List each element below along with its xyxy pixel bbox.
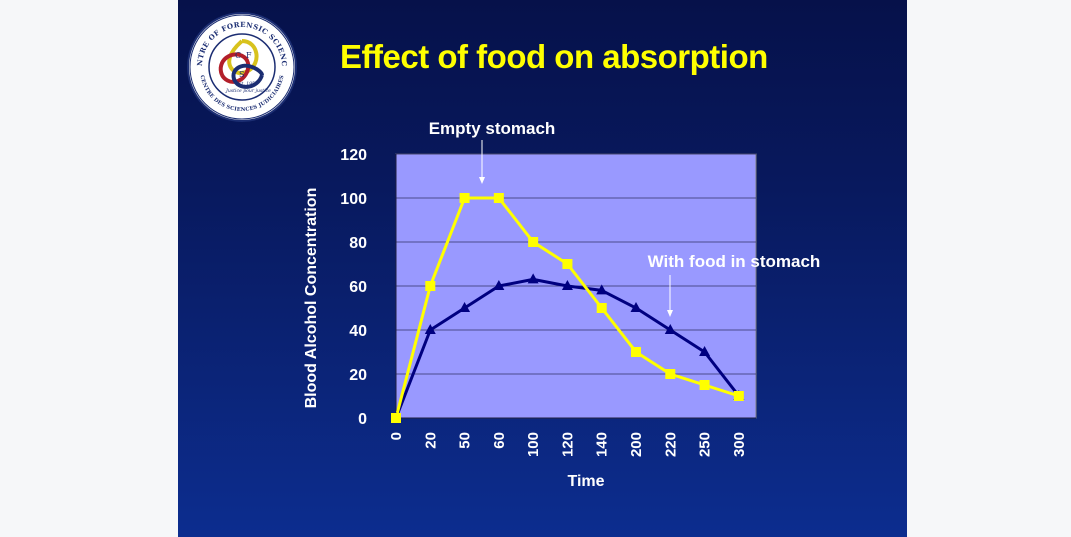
cfs-logo: CENTRE OF FORENSIC SCIENCES CENTRE DES S… bbox=[186, 11, 297, 122]
y-tick-label: 100 bbox=[340, 191, 367, 208]
y-tick-label: 60 bbox=[349, 279, 367, 296]
left-margin bbox=[0, 0, 178, 537]
y-tick-labels: 0 20 40 60 80 100 120 bbox=[340, 147, 367, 428]
point-empty-stomach bbox=[425, 281, 436, 291]
y-tick-label: 120 bbox=[340, 147, 367, 164]
point-with-food bbox=[699, 346, 711, 356]
point-empty-stomach bbox=[493, 193, 504, 203]
series-group bbox=[390, 193, 745, 423]
logo-est: Est. 1951 bbox=[235, 81, 258, 87]
arrow-head bbox=[479, 177, 485, 184]
annotation-with-food: With food in stomach bbox=[648, 252, 821, 271]
point-empty-stomach bbox=[391, 413, 401, 423]
logo-letter-s: S bbox=[239, 70, 244, 79]
point-empty-stomach bbox=[528, 237, 539, 247]
point-empty-stomach bbox=[562, 259, 573, 269]
point-empty-stomach bbox=[665, 369, 676, 379]
point-with-food bbox=[493, 280, 505, 290]
logo-letter-c: C bbox=[235, 51, 241, 60]
slide: CENTRE OF FORENSIC SCIENCES CENTRE DES S… bbox=[178, 0, 907, 537]
point-with-food bbox=[664, 324, 676, 334]
annotation-empty-arrow bbox=[479, 140, 485, 184]
y-tick-label: 20 bbox=[349, 367, 367, 384]
x-tick-label: 120 bbox=[559, 432, 576, 457]
point-empty-stomach bbox=[631, 347, 641, 357]
point-with-food bbox=[459, 302, 471, 312]
point-with-food bbox=[424, 324, 436, 334]
x-tick-label: 200 bbox=[628, 432, 645, 457]
point-with-food bbox=[527, 273, 539, 284]
axes bbox=[395, 154, 756, 419]
x-tick-label: 220 bbox=[662, 432, 679, 457]
y-tick-label: 0 bbox=[358, 411, 367, 428]
point-empty-stomach bbox=[596, 303, 607, 313]
x-tick-label: 0 bbox=[388, 432, 405, 440]
bac-chart: 0 20 40 60 80 100 120 0 20 50 60 100 120 140 200 220 25… bbox=[303, 119, 821, 490]
x-axis-label: Time bbox=[567, 473, 604, 490]
x-tick-labels: 0 20 50 60 100 120 140 200 220 250 300 bbox=[388, 432, 748, 457]
x-tick-label: 20 bbox=[422, 432, 439, 449]
point-with-food bbox=[596, 284, 608, 295]
arrow-head bbox=[667, 310, 673, 317]
trefoil-emblem bbox=[218, 39, 264, 89]
point-with-food bbox=[561, 280, 573, 290]
y-tick-label: 40 bbox=[349, 323, 367, 340]
y-axis-label: Blood Alcohol Concentration bbox=[303, 188, 320, 409]
y-tick-label: 80 bbox=[349, 235, 367, 252]
annotation-food-arrow bbox=[667, 275, 673, 317]
logo-motto: Justice pour justice bbox=[225, 88, 271, 94]
point-with-food bbox=[630, 302, 642, 312]
annotation-empty-stomach: Empty stomach bbox=[429, 119, 556, 138]
point-empty-stomach bbox=[459, 193, 470, 203]
x-tick-label: 100 bbox=[525, 432, 542, 457]
x-tick-label: 300 bbox=[731, 432, 748, 457]
right-margin bbox=[907, 0, 1071, 537]
x-tick-label: 140 bbox=[594, 432, 611, 457]
x-tick-label: 50 bbox=[457, 432, 474, 449]
slide-title: Effect of food on absorption bbox=[340, 38, 768, 75]
x-tick-label: 250 bbox=[697, 432, 714, 457]
point-empty-stomach bbox=[733, 391, 744, 401]
point-empty-stomach bbox=[699, 380, 710, 390]
x-tick-label: 60 bbox=[491, 432, 508, 449]
logo-letter-f: F bbox=[246, 51, 252, 60]
